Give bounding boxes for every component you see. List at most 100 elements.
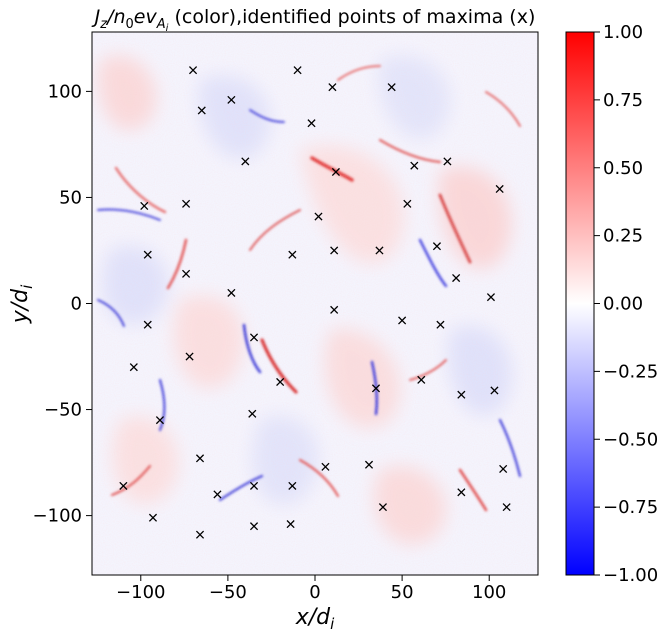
maxima-point	[410, 161, 419, 170]
maxima-point	[328, 83, 337, 92]
maxima-point	[249, 333, 259, 342]
maxima-point	[331, 167, 340, 177]
maxima-point	[371, 384, 381, 393]
maxima-point	[155, 416, 165, 425]
colorbar-tick: −1.00	[594, 565, 658, 586]
maxima-point	[143, 320, 152, 329]
y-axis-label-sub: i	[18, 284, 36, 289]
maxima-point	[185, 352, 194, 361]
maxima-point	[188, 66, 198, 75]
colorbar-tick-label: 0.00	[603, 294, 643, 315]
y-tick: −100	[33, 506, 92, 527]
maxima-point	[502, 503, 511, 512]
maxima-point	[227, 95, 236, 104]
maxima-point	[375, 246, 384, 255]
colorbar-tick-label: −0.75	[603, 497, 658, 518]
maxima-point	[286, 520, 295, 529]
maxima-point	[398, 316, 407, 325]
title-a: A	[156, 17, 166, 32]
colorbar-tick-label: −1.00	[603, 565, 658, 586]
colorbar-tick: −0.25	[594, 361, 658, 382]
colorbar-tick: 0.00	[594, 294, 643, 315]
colorbar-tick-label: 1.00	[603, 22, 643, 43]
title-rest: (color),identified points of maxima (x)	[168, 6, 535, 28]
maxima-point	[330, 246, 339, 255]
maxima-point	[140, 201, 149, 210]
colorbar-tick: −0.75	[594, 497, 658, 518]
maxima-point	[330, 305, 339, 314]
colorbar-tick-label: −0.25	[603, 361, 658, 382]
maxima-point	[241, 157, 250, 166]
y-axis-label-main: y/d	[8, 288, 33, 324]
x-tick-label: −100	[116, 582, 165, 603]
colorbar-axis: 1.00 0.75 0.50 0.25 0.00 −0.25 −0.50 −0.…	[594, 22, 658, 586]
maxima-point	[249, 481, 259, 490]
maxima-point	[432, 242, 442, 251]
title-slash: /	[105, 6, 116, 28]
maxima-point	[490, 386, 499, 395]
maxima-point	[457, 488, 466, 497]
maxima-point	[499, 464, 508, 474]
maxima-point	[249, 522, 259, 531]
maxima-point	[443, 157, 452, 166]
x-axis-label-main: x/d	[295, 605, 331, 630]
y-tick-label: 50	[59, 187, 82, 208]
maxima-point	[288, 481, 297, 490]
colorbar-tick: −0.50	[594, 429, 658, 450]
colorbar-tick: 0.25	[594, 226, 643, 247]
colorbar-tick-label: 0.25	[603, 226, 643, 247]
maxima-point	[213, 490, 222, 499]
maxima-point	[378, 503, 388, 512]
colorbar	[565, 31, 595, 576]
y-tick-label: −50	[44, 400, 82, 421]
maxima-point	[321, 462, 330, 471]
maxima-point	[403, 199, 412, 208]
y-tick-label: −100	[33, 506, 82, 527]
y-tick: 0	[71, 294, 92, 315]
x-tick: 100	[472, 575, 506, 603]
maxima-point	[119, 481, 128, 490]
maxima-point	[276, 377, 285, 387]
colorbar-tick-label: −0.50	[603, 429, 658, 450]
maxima-markers	[119, 66, 511, 539]
maxima-point	[182, 269, 191, 278]
maxima-point	[495, 184, 504, 194]
colorbar-tick: 0.50	[594, 158, 643, 179]
x-tick-label: 0	[309, 582, 320, 603]
x-tick: −100	[116, 575, 166, 603]
maxima-point	[288, 250, 297, 259]
colorbar-tick: 1.00	[594, 22, 643, 43]
title-var-sub: z	[99, 17, 108, 32]
maxima-point	[182, 199, 191, 208]
x-axis: −100 −50 0 50 100	[116, 575, 506, 603]
maxima-point	[457, 390, 466, 399]
y-tick: 100	[48, 81, 92, 102]
maxima-point	[227, 288, 236, 297]
maxima-point	[387, 83, 396, 92]
x-tick: −50	[209, 575, 247, 603]
y-axis-label: y/di	[8, 284, 36, 324]
maxima-point	[364, 460, 374, 469]
current-density-field	[92, 32, 538, 575]
x-axis-label-sub: i	[330, 615, 335, 633]
colorbar-tick-label: 0.75	[603, 90, 643, 111]
y-tick-label: 100	[48, 81, 82, 102]
x-tick-label: 100	[472, 582, 506, 603]
maxima-point	[129, 363, 138, 372]
x-tick-label: −50	[209, 582, 247, 603]
maxima-point	[143, 250, 152, 259]
x-tick: 0	[309, 575, 321, 603]
y-tick: 50	[59, 187, 92, 208]
colorbar-tick-label: 0.50	[603, 158, 643, 179]
x-axis-label: x/di	[295, 605, 335, 633]
maxima-point	[417, 375, 426, 384]
maxima-point	[197, 106, 206, 115]
x-tick: 50	[391, 575, 414, 603]
maxima-point	[195, 454, 205, 463]
title-n-sub: 0	[126, 17, 134, 32]
y-tick: −50	[44, 400, 92, 421]
title-var: J	[91, 6, 101, 28]
title-a-sub: i	[166, 23, 169, 34]
maxima-point	[452, 273, 461, 283]
